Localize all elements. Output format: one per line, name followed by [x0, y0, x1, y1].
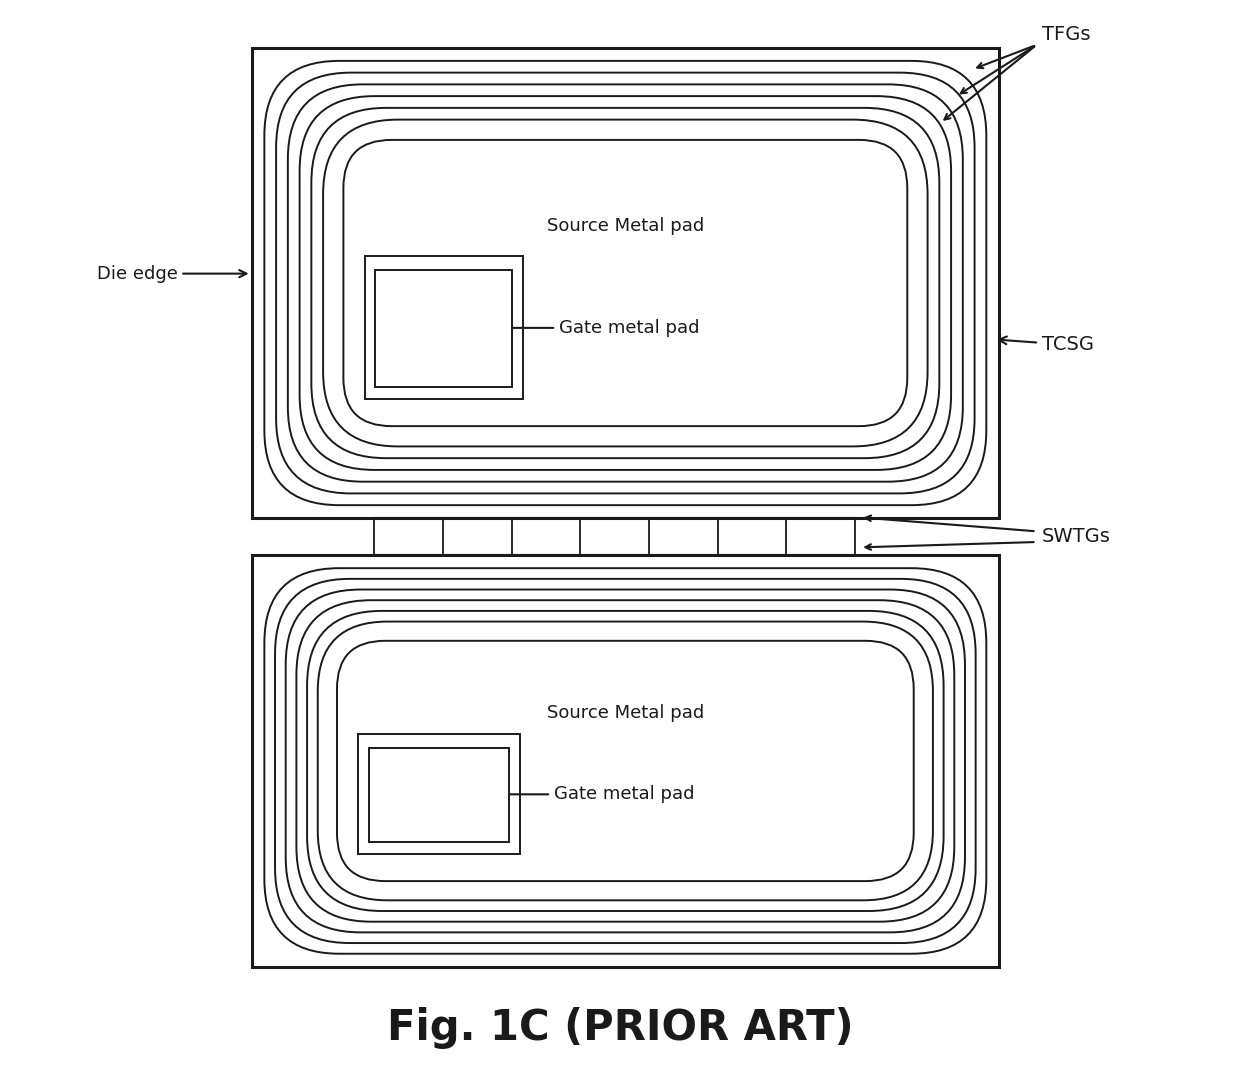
Bar — [365, 256, 522, 399]
Text: Source Metal pad: Source Metal pad — [547, 704, 704, 722]
FancyBboxPatch shape — [308, 611, 944, 911]
FancyBboxPatch shape — [311, 108, 940, 458]
FancyBboxPatch shape — [317, 622, 932, 900]
Text: Die edge: Die edge — [97, 265, 247, 283]
FancyBboxPatch shape — [285, 590, 965, 932]
FancyBboxPatch shape — [324, 120, 928, 446]
FancyBboxPatch shape — [275, 579, 976, 943]
FancyBboxPatch shape — [337, 641, 914, 881]
FancyBboxPatch shape — [264, 61, 986, 505]
Bar — [252, 555, 999, 967]
Text: Source Metal pad: Source Metal pad — [547, 217, 704, 235]
FancyBboxPatch shape — [277, 73, 975, 493]
FancyBboxPatch shape — [288, 84, 962, 482]
FancyBboxPatch shape — [343, 140, 908, 426]
Bar — [358, 735, 520, 854]
Text: Fig. 1C (PRIOR ART): Fig. 1C (PRIOR ART) — [387, 1007, 853, 1049]
FancyBboxPatch shape — [296, 600, 955, 922]
FancyBboxPatch shape — [300, 96, 951, 470]
Text: Gate metal pad: Gate metal pad — [559, 319, 699, 336]
Text: Gate metal pad: Gate metal pad — [554, 785, 694, 803]
Bar — [252, 48, 999, 518]
Text: SWTGs: SWTGs — [1042, 528, 1111, 546]
Bar — [376, 270, 512, 387]
Text: TCSG: TCSG — [999, 335, 1094, 355]
FancyBboxPatch shape — [264, 568, 986, 954]
Text: TFGs: TFGs — [1042, 25, 1090, 44]
Bar — [370, 748, 510, 842]
